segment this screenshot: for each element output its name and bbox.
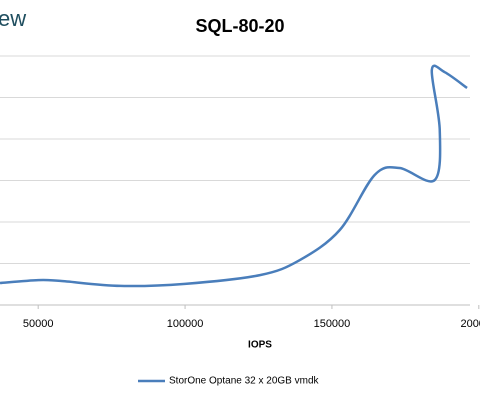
x-tick-label: 100000 (167, 318, 204, 330)
chart-title: SQL-80-20 (195, 16, 284, 36)
legend-label: StorOne Optane 32 x 20GB vmdk (169, 376, 320, 387)
brand-logo: ew (0, 6, 26, 31)
x-tick-label: 50000 (23, 318, 54, 330)
x-tick-label: 150000 (314, 318, 351, 330)
x-axis-label: IOPS (248, 340, 272, 351)
x-tick-label: 200000 (460, 318, 480, 330)
data-line (0, 64, 468, 288)
